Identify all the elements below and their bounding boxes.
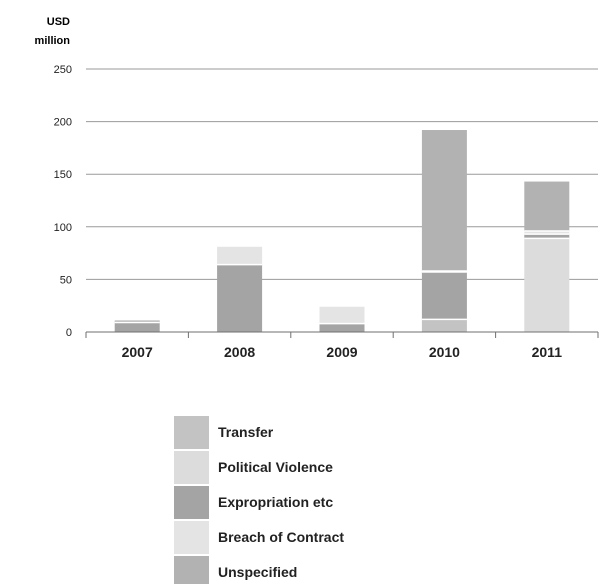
legend-label: Transfer (218, 424, 274, 440)
y-tick-label: 200 (54, 117, 72, 129)
bar-segment (114, 320, 160, 323)
bar-segment (421, 130, 467, 271)
legend-swatch (174, 451, 209, 484)
bar-segment (217, 264, 263, 332)
legend-label: Unspecified (218, 564, 297, 580)
legend-label: Expropriation etc (218, 494, 333, 510)
bar-segment (319, 306, 365, 324)
bar-segment (217, 246, 263, 265)
x-tick-label: 2008 (224, 344, 255, 360)
y-tick-label: 0 (66, 327, 72, 339)
legend-swatch (174, 556, 209, 584)
bar-segment (114, 322, 160, 332)
bars (114, 130, 570, 332)
legend-label: Political Violence (218, 459, 333, 475)
bar-segment (524, 231, 570, 235)
gridlines: 0 50 100 150 200 250 (54, 64, 598, 339)
y-axis-unit-line-2: million (35, 35, 71, 47)
y-tick-label: 50 (60, 274, 72, 286)
bar-segment (524, 234, 570, 239)
bar-segment (421, 272, 467, 320)
x-tick-label: 2011 (532, 344, 563, 360)
x-tick-label: 2007 (122, 344, 153, 360)
y-tick-label: 100 (54, 222, 72, 234)
y-axis-unit-line-1: USD (47, 16, 70, 28)
legend: Transfer Political Violence Expropriation … (174, 416, 344, 584)
legend-label: Breach of Contract (218, 529, 344, 545)
bar-segment (319, 323, 365, 332)
legend-swatch (174, 521, 209, 554)
bar-segment (524, 238, 570, 332)
legend-swatch (174, 486, 209, 519)
bar-segment (524, 181, 570, 232)
x-tick-label: 2010 (429, 344, 460, 360)
x-tick-label: 2009 (326, 344, 357, 360)
y-tick-label: 150 (54, 169, 72, 181)
bar-segment (421, 319, 467, 332)
axes: 2007 2008 2009 2010 2011 (85, 331, 599, 360)
legend-swatch (174, 416, 209, 449)
y-tick-label: 250 (54, 64, 72, 76)
